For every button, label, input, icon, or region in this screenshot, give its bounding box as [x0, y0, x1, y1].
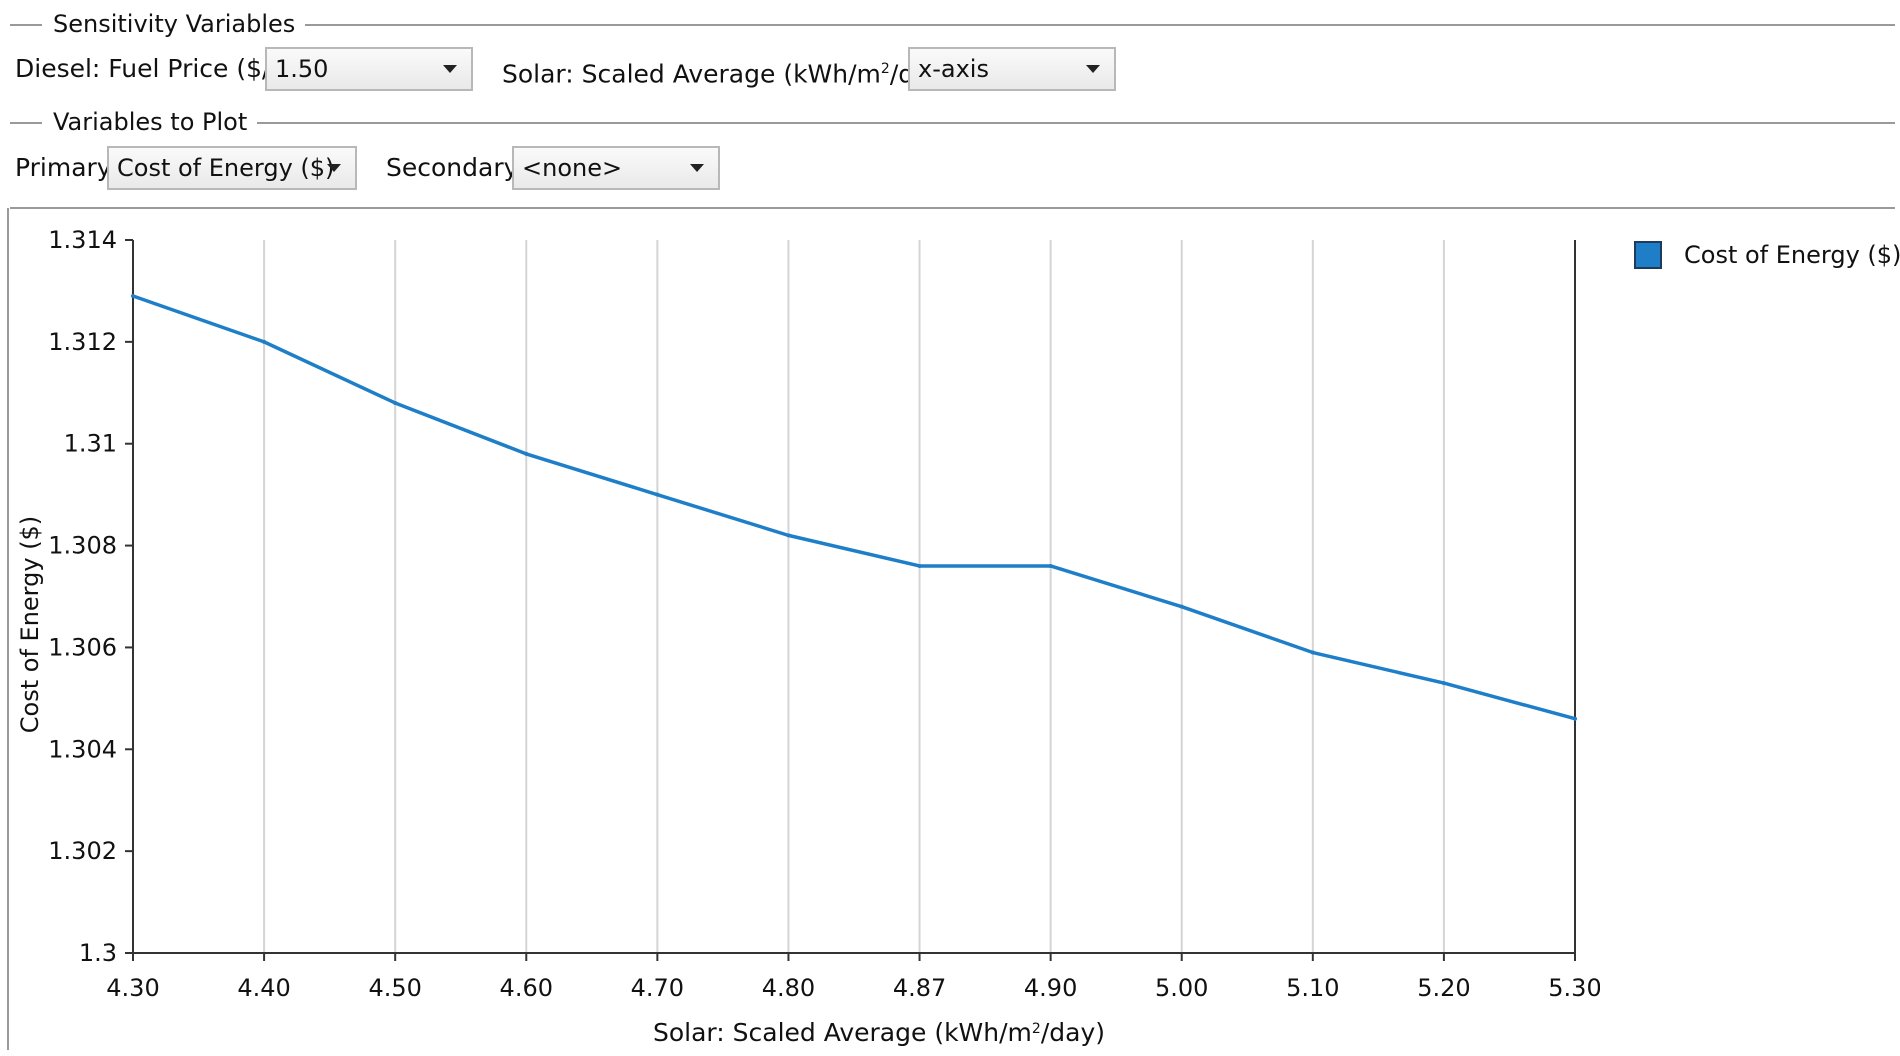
- legend-swatch: [1634, 241, 1662, 269]
- data-point: [393, 400, 398, 405]
- y-tick-label: 1.306: [48, 633, 117, 661]
- x-tick-label: 4.40: [237, 974, 290, 1002]
- x-tick-label: 4.30: [106, 974, 159, 1002]
- x-tick-label: 4.87: [893, 974, 946, 1002]
- chevron-down-icon: [443, 65, 457, 73]
- y-tick-label: 1.308: [48, 532, 117, 560]
- y-tick-label: 1.3: [79, 939, 117, 967]
- legend-label: Cost of Energy ($): [1684, 241, 1900, 269]
- chevron-down-icon: [1086, 65, 1100, 73]
- diesel-fuel-price-select[interactable]: 1.50: [265, 47, 473, 91]
- solar-scaled-average-label: Solar: Scaled Average (kWh/m2/day): [502, 59, 954, 89]
- x-tick-label: 5.20: [1417, 974, 1470, 1002]
- secondary-variable-value: <none>: [522, 154, 623, 182]
- primary-variable-select[interactable]: Cost of Energy ($): [107, 146, 357, 190]
- x-tick-label: 5.00: [1155, 974, 1208, 1002]
- primary-variable-value: Cost of Energy ($): [117, 154, 335, 182]
- diesel-fuel-price-value: 1.50: [275, 55, 329, 83]
- sensitivity-group-line-left: [10, 24, 42, 26]
- x-tick-label: 5.10: [1286, 974, 1339, 1002]
- y-tick-label: 1.31: [64, 430, 117, 458]
- x-tick-label: 5.30: [1548, 974, 1600, 1002]
- data-point: [917, 563, 922, 568]
- plot-vars-group-line-right: [240, 122, 1895, 124]
- data-point: [1310, 650, 1315, 655]
- x-tick-label: 4.50: [368, 974, 421, 1002]
- y-tick-label: 1.304: [48, 735, 117, 763]
- data-point: [1573, 716, 1577, 721]
- plot-vars-group-title: Variables to Plot: [43, 107, 258, 137]
- panel-left-edge: [7, 208, 9, 1050]
- data-point: [1441, 681, 1446, 686]
- data-point: [524, 451, 529, 456]
- x-tick-label: 4.60: [500, 974, 553, 1002]
- x-tick-label: 4.90: [1024, 974, 1077, 1002]
- secondary-variable-select[interactable]: <none>: [512, 146, 720, 190]
- data-point: [1179, 604, 1184, 609]
- chevron-down-icon: [690, 164, 704, 172]
- cost-of-energy-chart: 4.30 4.40 4.50 4.60 4.70 4.80 4.87 4.90 5.00 5.10…: [16, 226, 1600, 1047]
- chevron-down-icon: [327, 164, 341, 172]
- data-point: [1048, 563, 1053, 568]
- x-tick-label: 4.70: [631, 974, 684, 1002]
- diesel-fuel-price-label: Diesel: Fuel Price ($/L): [15, 54, 295, 83]
- chart-separator: [10, 207, 1895, 209]
- solar-scaled-average-select[interactable]: x-axis: [908, 47, 1116, 91]
- sensitivity-group-title: Sensitivity Variables: [43, 9, 306, 39]
- data-point: [786, 533, 791, 538]
- sensitivity-group-line-right: [265, 24, 1895, 26]
- primary-label: Primary: [15, 153, 112, 182]
- y-axis-title: Cost of Energy ($): [16, 516, 44, 733]
- y-tick-label: 1.314: [48, 226, 117, 254]
- y-tick-label: 1.312: [48, 328, 117, 356]
- solar-scaled-average-value: x-axis: [918, 55, 989, 83]
- x-tick-label: 4.80: [762, 974, 815, 1002]
- secondary-label: Secondary: [386, 153, 519, 182]
- chart-legend: Cost of Energy ($): [1634, 238, 1900, 272]
- data-point: [655, 492, 660, 497]
- series-line: [132, 294, 1576, 721]
- data-point: [262, 339, 267, 344]
- plot-vars-group-line-left: [10, 122, 42, 124]
- y-tick-label: 1.302: [48, 837, 117, 865]
- data-point: [131, 294, 135, 299]
- x-axis-title: Solar: Scaled Average (kWh/m2/day): [653, 1018, 1105, 1047]
